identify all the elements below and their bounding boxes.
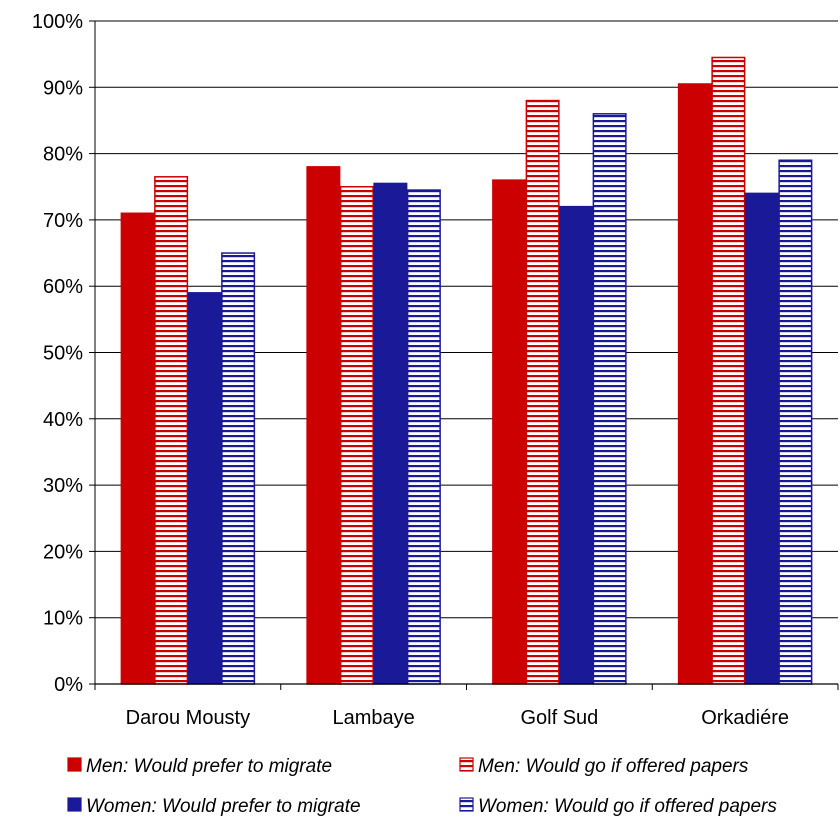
bar-series-2-lambaye — [339, 186, 374, 685]
legend-swatch — [459, 797, 474, 812]
y-tick-label: 90% — [43, 77, 83, 99]
legend-swatch — [67, 757, 82, 772]
bar-series-2-orkadi-re — [711, 56, 746, 685]
bar-series-2-darou-mousty — [154, 176, 189, 685]
bar-series-1-lambaye — [306, 166, 341, 685]
y-tick-label: 60% — [43, 276, 83, 298]
bar-series-2-golf-sud — [525, 99, 560, 685]
y-axis-tick-labels: 0% 10% 20% 30% 40% 50% 60% 70% 80% 90% 100% — [32, 11, 83, 696]
legend-label: Men: Would prefer to migrate — [86, 756, 332, 777]
legend: Men: Would prefer to migrate Men: Would g… — [67, 756, 777, 817]
bar-series-1-darou-mousty — [120, 212, 155, 685]
x-axis-category-labels: Darou Mousty Lambaye Golf Sud Orkadiére — [126, 707, 789, 729]
bar-series-4-orkadi-re — [778, 159, 813, 685]
bar-series-3-orkadi-re — [744, 192, 779, 685]
y-tick-label: 100% — [32, 11, 83, 33]
bar-series-1-orkadi-re — [677, 83, 712, 685]
x-category-label: Golf Sud — [520, 707, 598, 729]
legend-swatch — [67, 797, 82, 812]
y-tick-label: 50% — [43, 343, 83, 365]
axes — [94, 21, 839, 690]
bar-series-4-golf-sud — [592, 113, 627, 685]
x-category-label: Lambaye — [332, 707, 414, 729]
bar-series-3-lambaye — [373, 182, 408, 685]
y-tick-label: 20% — [43, 541, 83, 563]
bars — [120, 56, 813, 685]
x-category-label: Darou Mousty — [126, 707, 251, 729]
y-tick-label: 0% — [54, 674, 83, 696]
legend-label: Women: Would go if offered papers — [478, 796, 777, 817]
bar-series-4-darou-mousty — [221, 252, 256, 685]
x-category-label: Orkadiére — [701, 707, 789, 729]
bar-series-4-lambaye — [406, 189, 441, 685]
y-tick-label: 30% — [43, 475, 83, 497]
y-tick-label: 70% — [43, 210, 83, 232]
bar-series-3-darou-mousty — [187, 292, 222, 685]
legend-label: Women: Would prefer to migrate — [86, 796, 361, 817]
bar-series-1-golf-sud — [492, 179, 527, 685]
y-tick-label: 40% — [43, 409, 83, 431]
y-tick-label: 80% — [43, 144, 83, 166]
legend-swatch — [459, 757, 474, 772]
y-tick-label: 10% — [43, 608, 83, 630]
legend-label: Men: Would go if offered papers — [478, 756, 749, 777]
bar-series-3-golf-sud — [559, 205, 594, 685]
